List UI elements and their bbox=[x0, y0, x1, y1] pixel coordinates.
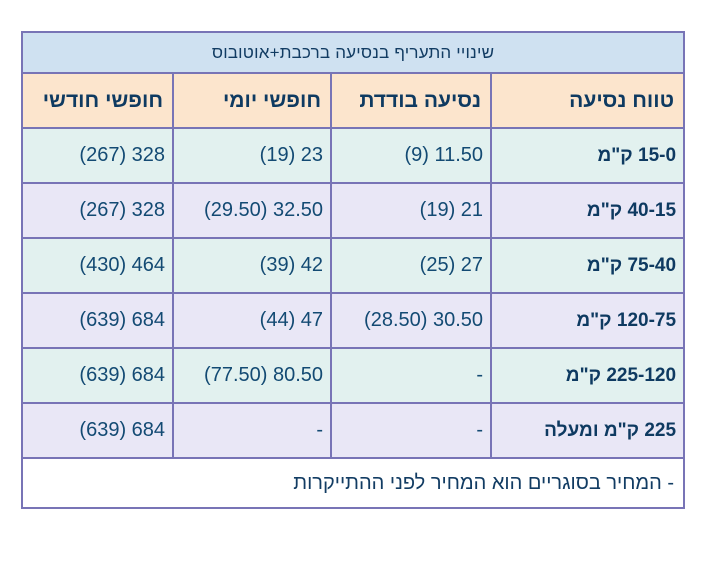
single-ride-price: 11.50 (9) bbox=[330, 127, 493, 184]
range-label: 15-0 ק"מ bbox=[490, 127, 686, 184]
daily-pass-price: 47 (44) bbox=[172, 292, 333, 349]
column-header-monthly-pass: חופשי חודשי bbox=[20, 72, 175, 129]
footnote-row: - המחיר בסוגריים הוא המחיר לפני ההתייקרו… bbox=[20, 457, 686, 509]
single-ride-price: - bbox=[330, 347, 493, 404]
column-header-single-ride: נסיעה בודדת bbox=[330, 72, 493, 129]
daily-pass-price: - bbox=[172, 402, 333, 459]
monthly-pass-price: 328 (267) bbox=[20, 182, 175, 239]
monthly-pass-price: 328 (267) bbox=[20, 127, 175, 184]
table-row: 15-0 ק"מ 11.50 (9) 23 (19) 328 (267) bbox=[20, 127, 686, 184]
range-label: 120-75 ק"מ bbox=[490, 292, 686, 349]
table-title: שינויי התעריף בנסיעה ברכבת+אוטובוס bbox=[20, 31, 686, 74]
range-label: 40-15 ק"מ bbox=[490, 182, 686, 239]
fare-table: שינויי התעריף בנסיעה ברכבת+אוטובוס טווח … bbox=[20, 31, 686, 509]
table-row: 225 ק"מ ומעלה - - 684 (639) bbox=[20, 402, 686, 459]
daily-pass-price: 42 (39) bbox=[172, 237, 333, 294]
table-row: 40-15 ק"מ 21 (19) 32.50 (29.50) 328 (267… bbox=[20, 182, 686, 239]
footnote: - המחיר בסוגריים הוא המחיר לפני ההתייקרו… bbox=[20, 457, 686, 509]
monthly-pass-price: 684 (639) bbox=[20, 402, 175, 459]
table-title-row: שינויי התעריף בנסיעה ברכבת+אוטובוס bbox=[20, 31, 686, 74]
column-header-daily-pass: חופשי יומי bbox=[172, 72, 333, 129]
range-label: 225-120 ק"מ bbox=[490, 347, 686, 404]
single-ride-price: 30.50 (28.50) bbox=[330, 292, 493, 349]
single-ride-price: 27 (25) bbox=[330, 237, 493, 294]
daily-pass-price: 80.50 (77.50) bbox=[172, 347, 333, 404]
range-label: 225 ק"מ ומעלה bbox=[490, 402, 686, 459]
daily-pass-price: 32.50 (29.50) bbox=[172, 182, 333, 239]
daily-pass-price: 23 (19) bbox=[172, 127, 333, 184]
table-row: 120-75 ק"מ 30.50 (28.50) 47 (44) 684 (63… bbox=[20, 292, 686, 349]
single-ride-price: 21 (19) bbox=[330, 182, 493, 239]
single-ride-price: - bbox=[330, 402, 493, 459]
table-row: 75-40 ק"מ 27 (25) 42 (39) 464 (430) bbox=[20, 237, 686, 294]
monthly-pass-price: 684 (639) bbox=[20, 347, 175, 404]
range-label: 75-40 ק"מ bbox=[490, 237, 686, 294]
column-header-range: טווח נסיעה bbox=[490, 72, 686, 129]
monthly-pass-price: 464 (430) bbox=[20, 237, 175, 294]
monthly-pass-price: 684 (639) bbox=[20, 292, 175, 349]
header-row: טווח נסיעה נסיעה בודדת חופשי יומי חופשי … bbox=[20, 72, 686, 129]
table-row: 225-120 ק"מ - 80.50 (77.50) 684 (639) bbox=[20, 347, 686, 404]
